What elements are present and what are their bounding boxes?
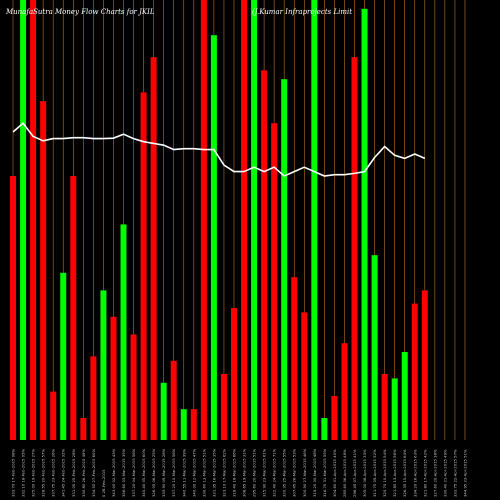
bar bbox=[80, 418, 87, 440]
bar bbox=[100, 290, 107, 440]
bar bbox=[381, 374, 388, 440]
bar bbox=[210, 35, 217, 440]
x-tick-label: 334.20 16-Apr-2015 63% bbox=[412, 449, 417, 497]
bar bbox=[160, 382, 167, 440]
bar bbox=[70, 176, 77, 440]
bar-series bbox=[10, 0, 428, 441]
x-tick-label: 321.85 13-Apr-2015 56% bbox=[392, 449, 397, 497]
bar bbox=[311, 0, 318, 440]
x-tick-label: 285.60 06-Apr-2015 48% bbox=[342, 449, 347, 497]
x-tick-label: 331.35 16-Mar-2015 35% bbox=[211, 448, 216, 497]
x-tick-label: 344.95 23-Apr-2015 51% bbox=[462, 449, 467, 497]
bar bbox=[401, 352, 408, 440]
bar bbox=[220, 374, 227, 440]
bar bbox=[20, 0, 27, 440]
x-tick-label: 330.40 21-Apr-2015 49% bbox=[442, 449, 447, 497]
x-tick-label: 308.65 19-Mar-2015 31% bbox=[242, 448, 247, 497]
bar bbox=[40, 101, 47, 440]
bar bbox=[30, 0, 37, 440]
bar bbox=[301, 312, 308, 440]
x-tick-label: 316.75 31-Mar-2015 55% bbox=[322, 448, 327, 497]
x-tick-label: 334.50 27-Feb-2015 60% bbox=[91, 449, 96, 497]
bar bbox=[241, 0, 248, 440]
bar bbox=[331, 396, 338, 440]
bar bbox=[190, 409, 197, 440]
x-tick-label: 323.10 17-Mar-2015 62% bbox=[221, 448, 226, 497]
bar bbox=[371, 255, 378, 440]
bar bbox=[261, 70, 268, 441]
bar bbox=[291, 277, 298, 440]
bar bbox=[281, 79, 288, 440]
bar bbox=[140, 92, 147, 441]
x-tick-label: 322.40 24-Mar-2015 71% bbox=[272, 448, 277, 497]
x-tick-label: 300.90 27-Mar-2015 46% bbox=[302, 448, 307, 497]
bar bbox=[200, 0, 207, 440]
x-tick-label: 332.10 18-Feb-2015 05% bbox=[21, 449, 26, 497]
x-tick-label: 319.20 30-Mar-2015 48% bbox=[312, 448, 317, 497]
x-tick-label: 340.55 11-Mar-2015 39% bbox=[181, 448, 186, 497]
bar bbox=[421, 290, 428, 440]
x-tick-label: 0 28-Feb-2015 bbox=[101, 469, 106, 497]
x-tick-label: 330.80 26-Feb-2015 49% bbox=[81, 449, 86, 497]
x-tick-label: 333.75 22-Apr-2015 57% bbox=[452, 449, 457, 497]
x-tick-label: 296.45 07-Apr-2015 41% bbox=[352, 449, 357, 497]
bar bbox=[341, 343, 348, 440]
x-tick-label: 341.45 24-Feb-2015 32% bbox=[61, 449, 66, 497]
x-tick-label: 356.60 03-Mar-2015 35% bbox=[121, 448, 126, 497]
x-tick-label: 325.00 19-Feb-2015 27% bbox=[31, 449, 36, 497]
bar bbox=[271, 123, 278, 440]
x-tick-label: 343.00 02-Mar-2015 43% bbox=[111, 448, 116, 497]
x-tick-label: 340.00 12-Mar-2015 47% bbox=[191, 448, 196, 497]
bar bbox=[411, 303, 418, 440]
x-tick-label: 307.45 26-Mar-2015 53% bbox=[292, 448, 297, 497]
bar bbox=[90, 356, 97, 440]
bar bbox=[60, 272, 67, 440]
x-tick-label: 328.55 20-Feb-2015 57% bbox=[41, 449, 46, 497]
bar bbox=[150, 57, 157, 440]
x-tick-label: 340.40 05-Mar-2015 60% bbox=[141, 448, 146, 497]
chart-subtitle: (J.Kumar Infraprojects Limit bbox=[252, 8, 352, 16]
x-tick-label: 320.35 25-Mar-2015 55% bbox=[282, 448, 287, 497]
bar bbox=[110, 316, 117, 440]
x-tick-label: 337.75 23-Feb-2015 26% bbox=[51, 449, 56, 497]
x-tick-label: 326.35 15-Apr-2015 64% bbox=[402, 449, 407, 497]
bar bbox=[230, 308, 237, 440]
x-tick-label: 331.05 25-Feb-2015 28% bbox=[71, 449, 76, 497]
bar bbox=[10, 176, 17, 440]
x-tick-labels: 333.70 17-Feb-2015 08% 332.10 18-Feb-2015… bbox=[11, 448, 468, 497]
x-tick-label: 305.00 08-Apr-2015 33% bbox=[362, 449, 367, 497]
x-tick-label: 311.70 09-Apr-2015 52% bbox=[372, 449, 377, 497]
x-tick-label: 337.20 10-Mar-2015 58% bbox=[171, 448, 176, 497]
x-tick-label: 330.60 13-Mar-2015 51% bbox=[201, 448, 206, 497]
x-tick-label: 318.40 18-Mar-2015 66% bbox=[231, 448, 236, 497]
x-tick-label: 333.70 17-Feb-2015 08% bbox=[11, 449, 16, 497]
x-tick-label: 295.60 20-Mar-2015 51% bbox=[252, 448, 257, 497]
x-tick-label: 335.90 09-Mar-2015 28% bbox=[161, 448, 166, 497]
x-tick-label: 337.20 04-Mar-2015 58% bbox=[131, 448, 136, 497]
bar bbox=[391, 378, 398, 440]
bar bbox=[170, 360, 177, 440]
bar bbox=[321, 418, 328, 440]
x-tick-label: 326.05 06-Mar-2015 25% bbox=[151, 448, 156, 497]
x-tick-label: 321.80 17-Apr-2015 42% bbox=[422, 449, 427, 497]
money-flow-line bbox=[12, 122, 426, 177]
x-tick-label: 327.60 20-Apr-2015 38% bbox=[432, 449, 437, 497]
bar bbox=[120, 224, 127, 440]
bar bbox=[251, 0, 258, 440]
bar bbox=[351, 57, 358, 440]
money-flow-line-group bbox=[12, 122, 426, 177]
x-tick-label: 320.70 10-Apr-2015 54% bbox=[382, 449, 387, 497]
chart-title: MunafaSutra Money Flow Charts for JKIL bbox=[5, 8, 155, 16]
bar bbox=[361, 8, 368, 441]
bar bbox=[180, 409, 187, 440]
bar bbox=[130, 334, 137, 440]
x-tick-label: 304.60 01-Apr-2015 40% bbox=[332, 449, 337, 497]
x-tick-label: 315.90 23-Mar-2015 61% bbox=[262, 448, 267, 497]
bar bbox=[50, 391, 57, 440]
